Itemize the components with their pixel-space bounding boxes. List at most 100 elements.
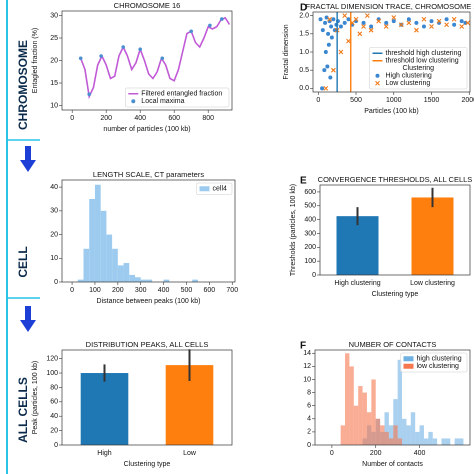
y-tick-label: 20 — [50, 57, 58, 64]
y-tick-label: 25 — [50, 35, 58, 42]
legend-swatch — [131, 99, 136, 104]
x-axis-label: number of particles (100 kb) — [103, 126, 190, 133]
data-point — [329, 24, 334, 29]
bar — [80, 373, 129, 445]
sidebar: CHROMOSOME CELL ALL CELLS — [6, 0, 40, 474]
data-point — [436, 18, 442, 24]
y-tick-label: 40 — [50, 413, 58, 420]
data-point — [398, 22, 404, 28]
histogram-bar — [384, 412, 389, 445]
y-tick-label: 40 — [50, 184, 58, 191]
y-tick-label: 10 — [50, 102, 58, 109]
data-point — [459, 24, 465, 29]
x-tick-label: 100 — [89, 287, 101, 294]
histogram-bar — [106, 234, 113, 282]
data-point — [121, 45, 125, 49]
data-point — [444, 17, 449, 22]
data-point — [414, 20, 419, 25]
x-tick-label: 500 — [181, 287, 193, 294]
x-tick-label: 200 — [100, 115, 112, 122]
histogram-bar — [77, 279, 84, 282]
histogram-bar — [432, 438, 438, 445]
histogram-bar — [388, 438, 394, 445]
y-tick-label: 80 — [50, 384, 58, 391]
chart-title: NUMBER OF CONTACTS — [349, 340, 437, 349]
legend-swatch — [199, 186, 210, 192]
data-point — [327, 16, 332, 22]
histogram-bar — [349, 366, 354, 445]
y-tick-label: 0 — [54, 279, 58, 286]
x-tick-label: 400 — [158, 287, 170, 294]
histogram-bar — [117, 265, 124, 282]
data-point — [391, 15, 397, 20]
x-axis-label: Distance between peaks (100 kb) — [97, 298, 201, 305]
data-point — [353, 16, 359, 22]
plot-area — [340, 353, 464, 445]
y-tick-label: 500 — [304, 203, 316, 210]
histogram-bar — [340, 425, 346, 445]
legend-label: High clustering — [386, 73, 432, 80]
data-point — [338, 49, 344, 55]
x-tick-label: High clustering — [334, 280, 380, 287]
bar — [336, 216, 379, 275]
data-point — [342, 13, 348, 19]
histogram-bar — [345, 353, 350, 445]
axes-frame — [61, 10, 233, 111]
y-tick-label: 200 — [304, 244, 316, 251]
data-point — [357, 31, 363, 37]
histogram-bar — [454, 438, 460, 445]
y-tick-label: 400 — [304, 216, 316, 223]
panel-letter: E — [300, 176, 307, 187]
data-point — [326, 31, 331, 36]
data-point — [318, 17, 323, 22]
y-tick-label: 10 — [50, 255, 58, 262]
y-tick-label: 0 — [54, 442, 58, 449]
panel: NUMBER OF CONTACTS F Number of contacts 0 2 4… — [300, 340, 471, 468]
data-point — [320, 86, 325, 91]
x-tick-label: 0 — [70, 115, 74, 122]
chart-title: DISTRIBUTION PEAKS, ALL CELLS — [86, 340, 209, 349]
data-point — [465, 20, 471, 26]
histogram-bar — [358, 386, 363, 445]
data-point — [406, 17, 411, 22]
histogram-bar — [459, 438, 464, 445]
data-point — [78, 56, 83, 61]
data-point — [326, 42, 331, 47]
y-tick-label: 120 — [46, 355, 58, 362]
panel: LENGTH SCALE, CT parameters Distance betw… — [50, 170, 238, 305]
data-point — [342, 20, 347, 25]
legend-box — [369, 47, 468, 90]
data-point — [329, 35, 334, 40]
histogram-bar — [371, 379, 376, 445]
y-tick-label: 300 — [304, 230, 316, 237]
side-label: CHROMOSOME — [16, 40, 30, 130]
y-tick-label: 2.0 — [299, 12, 309, 19]
histogram-bar — [402, 418, 407, 445]
axes-frame — [314, 349, 471, 446]
data-point — [346, 38, 351, 44]
legend-label: low clustering — [417, 363, 460, 370]
y-tick-label: 30 — [50, 12, 58, 19]
panel-letter: D — [300, 3, 307, 14]
plot-area — [77, 184, 198, 282]
data-point — [429, 19, 434, 24]
histogram-bar — [112, 248, 118, 282]
panel: CONVERGENCE THRESHOLDS, ALL CELLS EThresh… — [290, 175, 472, 298]
x-tick-label: 400 — [414, 450, 426, 457]
chart-title: FRACTAL DIMENSION TRACE, CHROMOSOME 1 — [306, 2, 474, 11]
data-point — [369, 24, 374, 29]
histogram-bar — [397, 359, 403, 445]
data-point — [383, 24, 389, 29]
legend-title: Clustering — [402, 65, 434, 72]
y-tick-label: 14 — [303, 350, 311, 357]
x-tick-label: 700 — [226, 287, 238, 294]
legend-swatch — [403, 356, 414, 362]
histogram-bar — [415, 431, 420, 445]
legend-label: Local maxima — [141, 98, 184, 105]
y-tick-label: 12 — [303, 363, 311, 370]
legend-box — [196, 182, 233, 195]
x-tick-label: 600 — [168, 115, 180, 122]
x-axis-label: Number of contacts — [362, 461, 423, 468]
